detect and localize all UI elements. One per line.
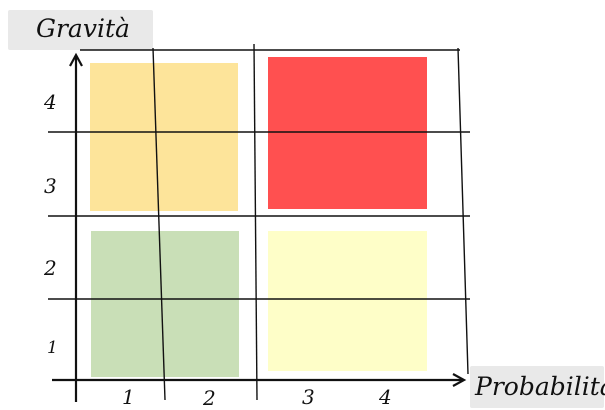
y-tick-label: 4 <box>44 90 57 114</box>
quadrant-top-right <box>268 57 427 209</box>
y-tick-label: 1 <box>47 338 58 358</box>
grid-line-v3 <box>457 47 469 375</box>
x-axis-arrowhead <box>452 373 467 387</box>
quadrant-bottom-left <box>91 231 239 377</box>
grid-lines <box>48 43 470 401</box>
y-tick-label: 3 <box>44 174 57 198</box>
x-axis-label-background <box>470 366 604 408</box>
x-tick-label: 2 <box>203 386 216 410</box>
y-axis-arrowhead <box>69 52 83 67</box>
grid-line-v2 <box>253 43 258 401</box>
x-tick-label: 4 <box>379 385 392 409</box>
x-axis-label: Probabilità <box>475 372 605 401</box>
y-tick-label: 2 <box>44 256 57 280</box>
x-tick-label: 3 <box>302 385 315 409</box>
y-axis-label: Gravità <box>36 14 130 43</box>
x-tick-label: 1 <box>122 385 135 409</box>
grid-line-v1 <box>152 47 166 401</box>
y-axis-label-background <box>8 10 153 50</box>
axes <box>52 52 467 402</box>
quadrant-top-left <box>90 63 238 211</box>
quadrant-bottom-right <box>268 231 427 371</box>
